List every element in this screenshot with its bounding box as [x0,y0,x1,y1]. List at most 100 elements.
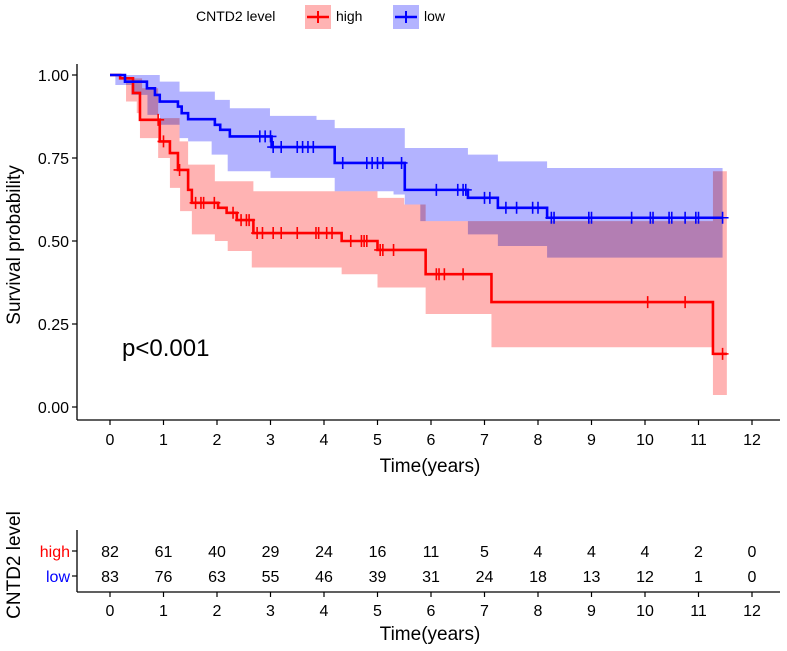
risk-count-low: 12 [636,569,654,586]
censor-mark-high [173,163,186,176]
x-tick-label: 0 [106,432,115,449]
risk-count-low: 46 [315,569,333,586]
risk-count-high: 0 [748,544,757,561]
risk-count-low: 13 [583,569,601,586]
legend-title: CNTD2 level [196,8,275,24]
y-tick-label: 0.25 [38,317,69,334]
x-tick-label: 11 [690,432,707,449]
ci-band-low [110,75,723,258]
censor-mark-high [679,296,692,309]
risk-x-tick-label: 9 [587,603,596,620]
censor-mark-high [291,227,304,240]
legend: CNTD2 level high low [196,5,446,29]
risk-x-tick-label: 4 [320,603,329,620]
censor-mark-low [692,211,705,224]
x-tick-label: 2 [213,432,222,449]
survival-curve-high [110,73,727,356]
censor-mark-high [152,113,165,126]
risk-count-low: 76 [155,569,173,586]
censor-mark-low [307,141,320,154]
risk-row-label-high: high [40,544,70,561]
x-tick-label: 1 [159,432,168,449]
censor-mark-low [376,156,389,169]
x-tick-label: 9 [587,432,596,449]
risk-count-high: 4 [587,544,596,561]
censor-mark-high [227,206,240,219]
legend-label-low: low [424,8,446,24]
censor-mark-low [532,201,544,214]
censor-mark-high [716,347,729,360]
x-tick-label: 6 [427,432,436,449]
censor-mark-high [197,196,210,209]
risk-count-high: 4 [534,544,543,561]
x-tick-label: 12 [743,432,761,449]
y-axis-title: Survival probability [4,165,25,325]
risk-count-high: 82 [101,544,119,561]
p-value-annotation: p<0.001 [122,335,209,362]
risk-count-low: 1 [694,569,703,586]
risk-x-tick-label: 0 [106,603,115,620]
x-tick-label: 7 [480,432,489,449]
censor-mark-low [395,156,408,169]
censor-mark-low [264,130,277,143]
risk-x-tick-label: 10 [636,603,654,620]
x-tick-label: 5 [373,432,382,449]
censor-mark-high [360,235,373,247]
risk-count-high: 5 [480,544,489,561]
ci-band-high [110,75,727,396]
censor-mark-high [641,296,654,309]
censor-mark-low [548,211,561,224]
risk-x-tick-label: 7 [480,603,489,620]
plot-area [110,73,729,396]
censor-mark-high [275,227,288,240]
risk-x-tick-label: 6 [427,603,436,620]
risk-count-low: 39 [369,569,387,586]
risk-count-high: 29 [262,544,280,561]
censor-mark-low [665,211,678,224]
censor-mark-low [585,211,598,224]
x-tick-label: 10 [636,432,654,449]
censor-mark-low [510,201,523,214]
censor-mark-low [716,211,729,224]
risk-count-low: 0 [748,569,757,586]
y-tick-label: 0.75 [38,151,69,168]
risk-x-tick-label: 3 [266,603,275,620]
censor-mark-high [387,243,400,256]
censor-mark-high [376,243,389,256]
survival-curve-low [110,73,723,220]
legend-label-high: high [336,8,362,24]
censor-mark-low [679,211,692,224]
risk-x-tick-label: 5 [373,603,382,620]
risk-x-tick-label: 8 [534,603,543,620]
risk-x-tick-label: 12 [743,603,761,620]
y-tick-label: 1.00 [38,68,69,85]
risk-count-low: 55 [262,569,280,586]
censor-mark-high [243,214,256,227]
risk-x-tick-label: 1 [159,603,168,620]
y-tick-label: 0.00 [38,400,69,417]
censor-mark-low [459,183,472,196]
risk-count-high: 61 [155,544,173,561]
x-tick-label: 8 [534,432,543,449]
censor-mark-low [336,156,349,169]
censor-mark-high [256,227,269,240]
risk-table: CNTD2 level Time(years) high 82 61 40 29 24 16… [4,511,780,645]
risk-count-high: 16 [369,544,387,561]
censor-mark-high [457,268,470,281]
censor-mark-high [157,135,170,148]
risk-count-high: 11 [423,544,440,561]
x-axis-title: Time(years) [380,456,481,477]
censor-mark-low [625,211,638,224]
censor-mark-high [438,268,451,281]
risk-count-low: 18 [529,569,547,586]
censor-mark-high [326,227,339,240]
risk-y-axis-title: CNTD2 level [4,511,25,619]
risk-count-low: 24 [476,569,494,586]
x-tick-label: 4 [320,432,329,449]
censor-mark-low [483,191,496,204]
risk-x-tick-label: 11 [690,603,707,620]
risk-count-low: 31 [422,569,440,586]
censor-mark-low [499,201,512,214]
risk-count-high: 4 [641,544,650,561]
